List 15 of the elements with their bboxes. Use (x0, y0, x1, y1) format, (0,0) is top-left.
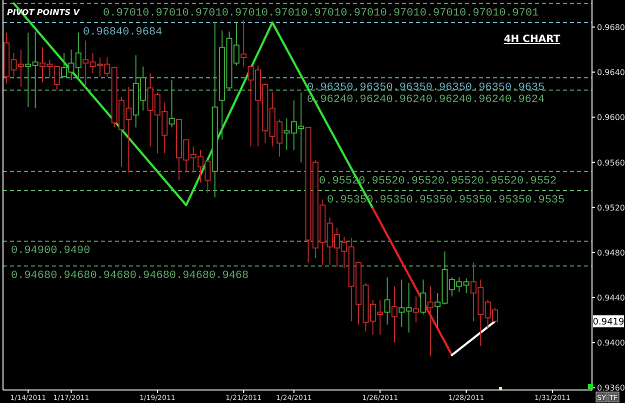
y-tick-label: 0.9480 (597, 248, 625, 258)
y-tick-label: 0.9520 (597, 203, 625, 212)
y-tick-label: 0.9640 (597, 68, 625, 78)
y-tick-label: 0.9360 (597, 384, 625, 393)
y-tick-label: 0.9600 (597, 113, 625, 122)
ref-line-label: 0.96840.9684 (83, 26, 163, 39)
y-tick-label: 0.9680 (597, 23, 625, 32)
text: 4H CHART (504, 34, 560, 45)
y-tick-label: 0.9560 (597, 158, 625, 168)
y-tick-label: 0.9400 (597, 338, 625, 348)
ref-line-label: 0.94680.94680.94680.94680.94680.9468 (11, 270, 249, 282)
annotation: 0.9419 (592, 318, 625, 328)
ref-line-label: 0.94900.9490 (11, 245, 90, 258)
y-tick-label: 0.9440 (597, 294, 625, 303)
ref-line-label: 0.97010.97010.97010.97010.97010.97010.97010.97010.97010.97010.9701 (103, 7, 540, 20)
